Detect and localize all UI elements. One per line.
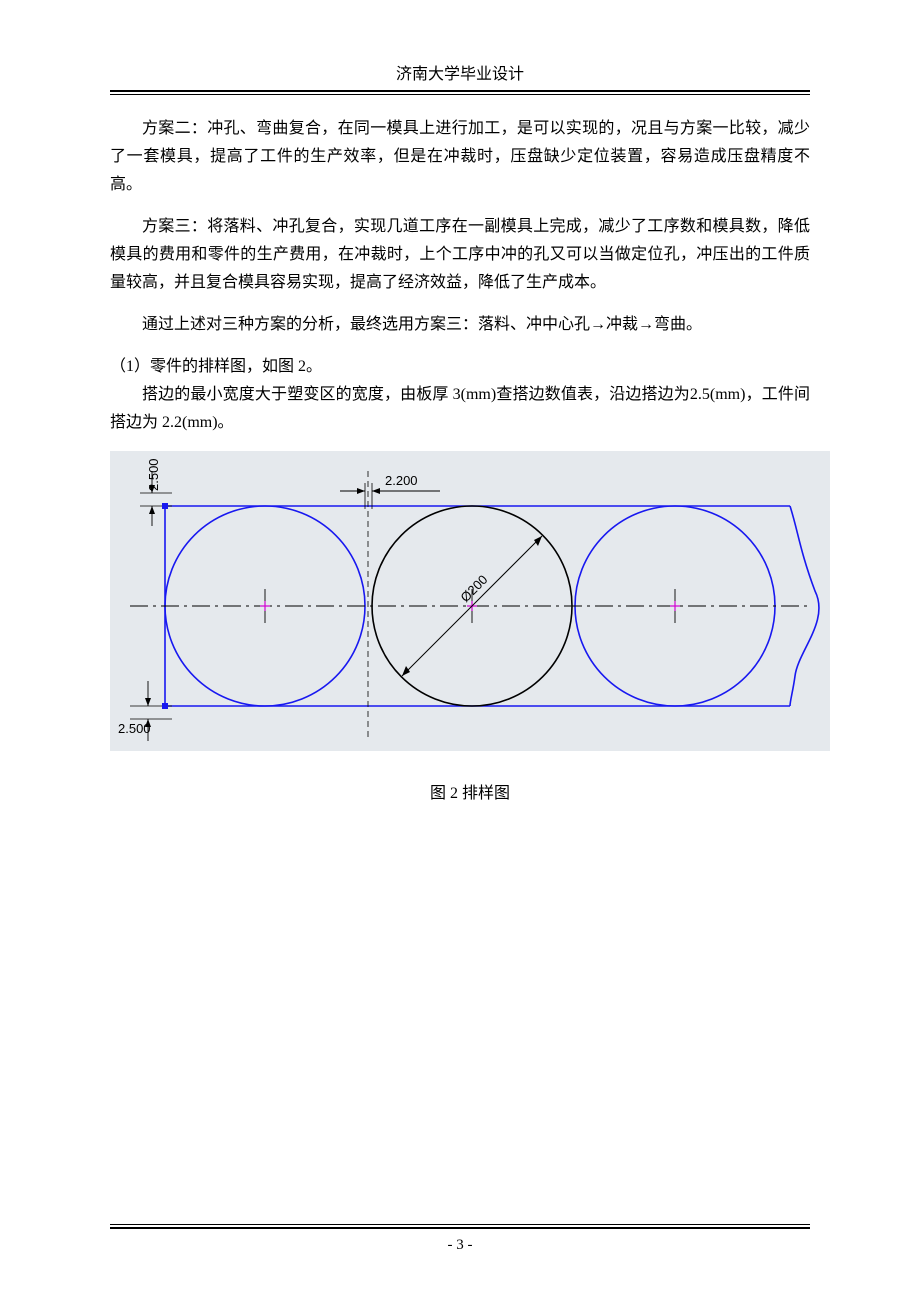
header-rule-thin <box>110 94 810 95</box>
page: 济南大学毕业设计 方案二：冲孔、弯曲复合，在同一模具上进行加工，是可以实现的，况… <box>0 0 920 1302</box>
paragraph-conclusion: 通过上述对三种方案的分析，最终选用方案三：落料、冲中心孔→冲裁→弯曲。 <box>110 311 810 339</box>
footer-rule-thick <box>110 1227 810 1229</box>
dim-top-margin: 2.500 <box>146 458 161 491</box>
paragraph-edge-width: 搭边的最小宽度大于塑变区的宽度，由板厚 3(mm)查搭边数值表，沿边搭边为2.5… <box>110 381 810 437</box>
header-title: 济南大学毕业设计 <box>110 60 810 84</box>
paragraph-layout-intro: （1）零件的排样图，如图 2。 <box>110 353 810 381</box>
paragraph-scheme-3: 方案三：将落料、冲孔复合，实现几道工序在一副模具上完成，减少了工序数和模具数，降… <box>110 213 810 297</box>
footer: - 3 - <box>110 1224 810 1254</box>
figure-2-caption: 图 2 排样图 <box>110 779 830 803</box>
page-number: - 3 - <box>110 1237 810 1254</box>
footer-rule-thin <box>110 1224 810 1225</box>
figure-2-container: 2.500 2.200 Ø200 2.500 图 2 排样图 <box>110 451 830 803</box>
dim-gap: 2.200 <box>385 473 418 488</box>
figure-2-background: 2.500 2.200 Ø200 2.500 <box>110 451 830 751</box>
paragraph-scheme-2: 方案二：冲孔、弯曲复合，在同一模具上进行加工，是可以实现的，况且与方案一比较，减… <box>110 115 810 199</box>
dim-bottom-margin: 2.500 <box>118 721 151 736</box>
header-rule-thick <box>110 90 810 92</box>
